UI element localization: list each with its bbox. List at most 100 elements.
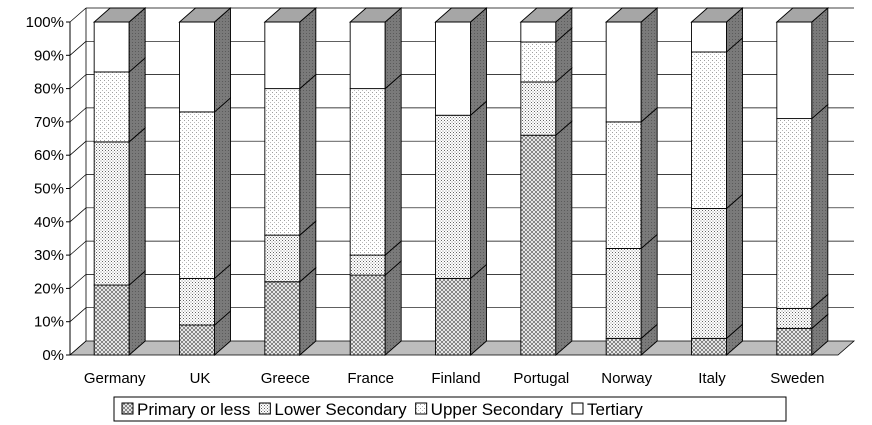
category-label-france: France — [347, 370, 394, 387]
bar-side-primary-or-less — [128, 270, 146, 356]
bar-side-upper-secondary — [811, 103, 829, 310]
bar-top — [92, 7, 147, 23]
bar-segment-upper-secondary — [605, 121, 642, 249]
gridline-wall — [69, 174, 87, 189]
bar-segment-lower-secondary — [691, 208, 727, 339]
y-tick-label: 30% — [34, 247, 64, 264]
gridline-wall — [69, 274, 87, 289]
legend-label: Upper Secondary — [431, 400, 564, 419]
bar-segment-primary-or-less — [605, 337, 642, 356]
bar-segment-upper-secondary — [776, 118, 813, 309]
legend-item-lower-secondary: Lower Secondary — [258, 400, 407, 419]
bar-greece — [263, 7, 318, 356]
bar-segment-upper-secondary — [179, 111, 215, 279]
bar-segment-primary-or-less — [776, 327, 813, 356]
bar-segment-tertiary — [435, 21, 471, 116]
bar-segment-primary-or-less — [691, 337, 727, 356]
bar-side-upper-secondary — [640, 106, 658, 250]
bar-segment-primary-or-less — [264, 281, 301, 356]
category-label-sweden: Sweden — [770, 370, 824, 387]
bar-segment-lower-secondary — [776, 307, 813, 329]
bar-segment-tertiary — [520, 21, 557, 43]
bar-germany — [92, 7, 147, 356]
bar-segment-lower-secondary — [349, 254, 386, 276]
bar-segment-lower-secondary — [93, 141, 130, 286]
bar-segment-lower-secondary — [264, 234, 301, 283]
y-tick-label: 60% — [34, 147, 64, 164]
category-label-norway: Norway — [601, 370, 652, 387]
bar-uk — [178, 7, 232, 356]
gridline-wall — [69, 107, 87, 123]
bar-side-primary-or-less — [555, 120, 573, 356]
bar-side-tertiary — [811, 7, 829, 120]
legend-swatch — [571, 402, 584, 415]
gridline-wall — [69, 307, 87, 322]
legend-item-primary-or-less: Primary or less — [121, 400, 250, 419]
bar-segment-tertiary — [179, 21, 215, 113]
bar-finland — [434, 7, 488, 356]
y-tick-label: 20% — [34, 280, 64, 297]
bar-segment-tertiary — [264, 21, 301, 90]
y-tick-label: 80% — [34, 81, 64, 98]
bar-side-primary-or-less — [470, 263, 487, 356]
gridline-wall — [69, 207, 87, 223]
y-tick-label: 10% — [34, 314, 64, 331]
gridline-wall — [69, 140, 87, 156]
category-labels: Germany UK Greece France Finland Portugal Norw… — [84, 370, 825, 387]
y-tick-label: 0% — [42, 347, 64, 364]
bar-top — [775, 7, 830, 23]
bar-segment-primary-or-less — [349, 274, 386, 356]
bar-segment-lower-secondary — [605, 247, 642, 339]
bar-segment-primary-or-less — [93, 284, 130, 356]
bar-side-upper-secondary — [299, 73, 317, 237]
bar-side-tertiary — [640, 7, 658, 123]
legend-swatch — [258, 402, 271, 415]
legend-item-upper-secondary: Upper Secondary — [415, 400, 564, 419]
bar-segment-primary-or-less — [520, 134, 557, 356]
legend-label: Primary or less — [137, 400, 250, 419]
bar-segment-upper-secondary — [93, 71, 130, 143]
bar-segment-upper-secondary — [264, 88, 301, 236]
y-tick-label: 100% — [26, 14, 64, 31]
bar-segment-tertiary — [691, 21, 727, 53]
y-tick-label: 50% — [34, 181, 64, 198]
bar-segment-lower-secondary — [520, 81, 557, 136]
bar-top — [690, 7, 744, 23]
bar-segment-tertiary — [605, 21, 642, 123]
bar-segment-tertiary — [93, 21, 130, 73]
legend-item-tertiary: Tertiary — [571, 400, 643, 419]
category-label-greece: Greece — [261, 370, 310, 387]
bar-italy — [690, 7, 744, 356]
category-label-uk: UK — [190, 370, 211, 387]
bar-segment-upper-secondary — [691, 51, 727, 209]
category-label-portugal: Portugal — [513, 370, 569, 387]
bar-sweden — [775, 7, 830, 356]
gridline-wall — [69, 7, 87, 23]
bar-norway — [604, 7, 659, 356]
y-tick-label: 90% — [34, 47, 64, 64]
legend: Primary or less Lower Secondary Upper Seco… — [113, 396, 787, 422]
bar-segment-upper-secondary — [349, 88, 386, 256]
bar-top — [263, 7, 318, 23]
legend-swatch — [415, 402, 428, 415]
legend-label: Lower Secondary — [274, 400, 407, 419]
bar-side-lower-secondary — [640, 233, 658, 340]
bar-segment-tertiary — [349, 21, 386, 90]
bar-top — [604, 7, 659, 23]
y-tick-label: 70% — [34, 114, 64, 131]
bar-top — [348, 7, 403, 23]
bar-segment-lower-secondary — [179, 277, 215, 326]
legend-box — [113, 396, 787, 422]
legend-swatch — [121, 402, 134, 415]
bar-side-lower-secondary — [470, 100, 487, 280]
bar-side-tertiary — [470, 7, 487, 117]
bar-top — [434, 7, 488, 23]
bar-side-upper-secondary — [384, 73, 402, 257]
bar-top — [178, 7, 232, 23]
axes: 0% 10% 20% 30% 40% 50% 60% 70% 80% 90% 100% — [26, 14, 71, 364]
bar-side-primary-or-less — [384, 260, 402, 356]
gridline-wall — [69, 240, 87, 256]
bar-segment-upper-secondary — [520, 41, 557, 83]
bar-side-lower-secondary — [128, 126, 146, 287]
